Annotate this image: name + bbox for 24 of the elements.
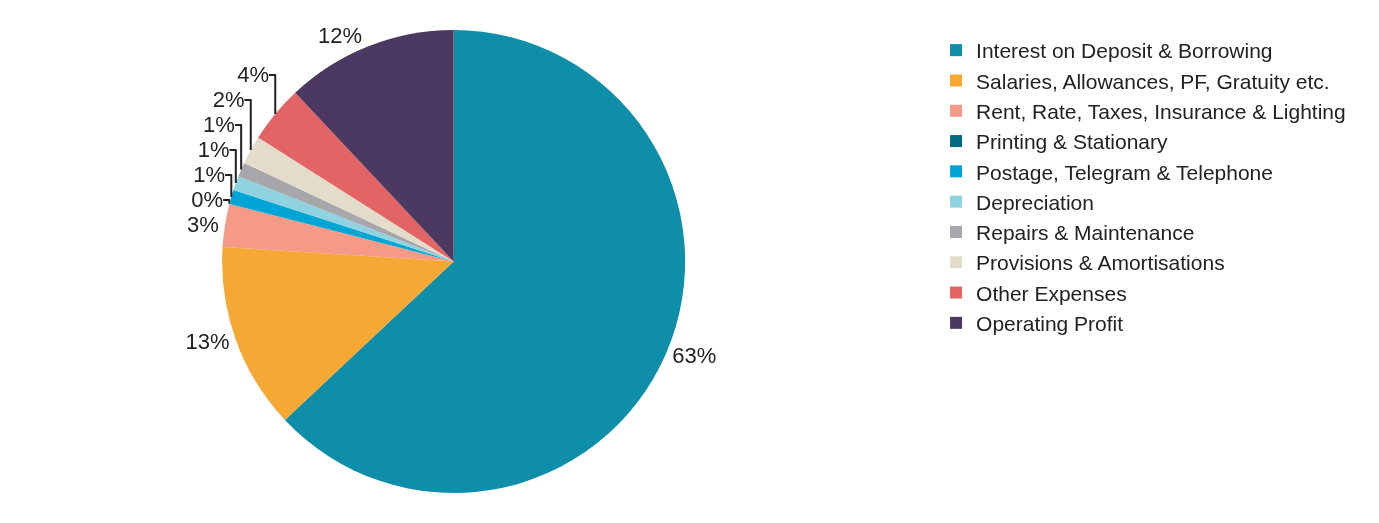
data-label: 1% xyxy=(197,137,230,163)
data-label: 1% xyxy=(193,162,226,188)
legend-label: Postage, Telegram & Telephone xyxy=(976,160,1273,184)
legend-label: Salaries, Allowances, PF, Gratuity etc. xyxy=(976,69,1330,93)
pie-slice xyxy=(258,92,454,262)
data-label: 12% xyxy=(318,22,363,48)
legend-label: Printing & Stationary xyxy=(976,130,1168,154)
legend-label: Depreciation xyxy=(976,190,1094,214)
data-label: 13% xyxy=(185,328,230,354)
pie-slice xyxy=(244,137,454,262)
data-label: 2% xyxy=(212,87,245,113)
data-label: 63% xyxy=(672,342,717,368)
data-label: 1% xyxy=(203,112,235,138)
pie-slice xyxy=(229,189,454,262)
pie-slice xyxy=(295,30,454,262)
legend-label: Other Expenses xyxy=(976,281,1127,305)
data-label: 4% xyxy=(237,62,269,88)
legend-label: Operating Profit xyxy=(976,312,1124,336)
legend-label: Repairs & Maintenance xyxy=(976,221,1195,245)
legend-label: Rent, Rate, Taxes, Insurance & Lighting xyxy=(976,99,1346,123)
legend-label: Provisions & Amortisations xyxy=(976,251,1225,275)
text: 0% xyxy=(191,187,224,213)
data-label: 3% xyxy=(186,212,219,238)
legend-label: Interest on Deposit & Borrowing xyxy=(976,39,1273,63)
